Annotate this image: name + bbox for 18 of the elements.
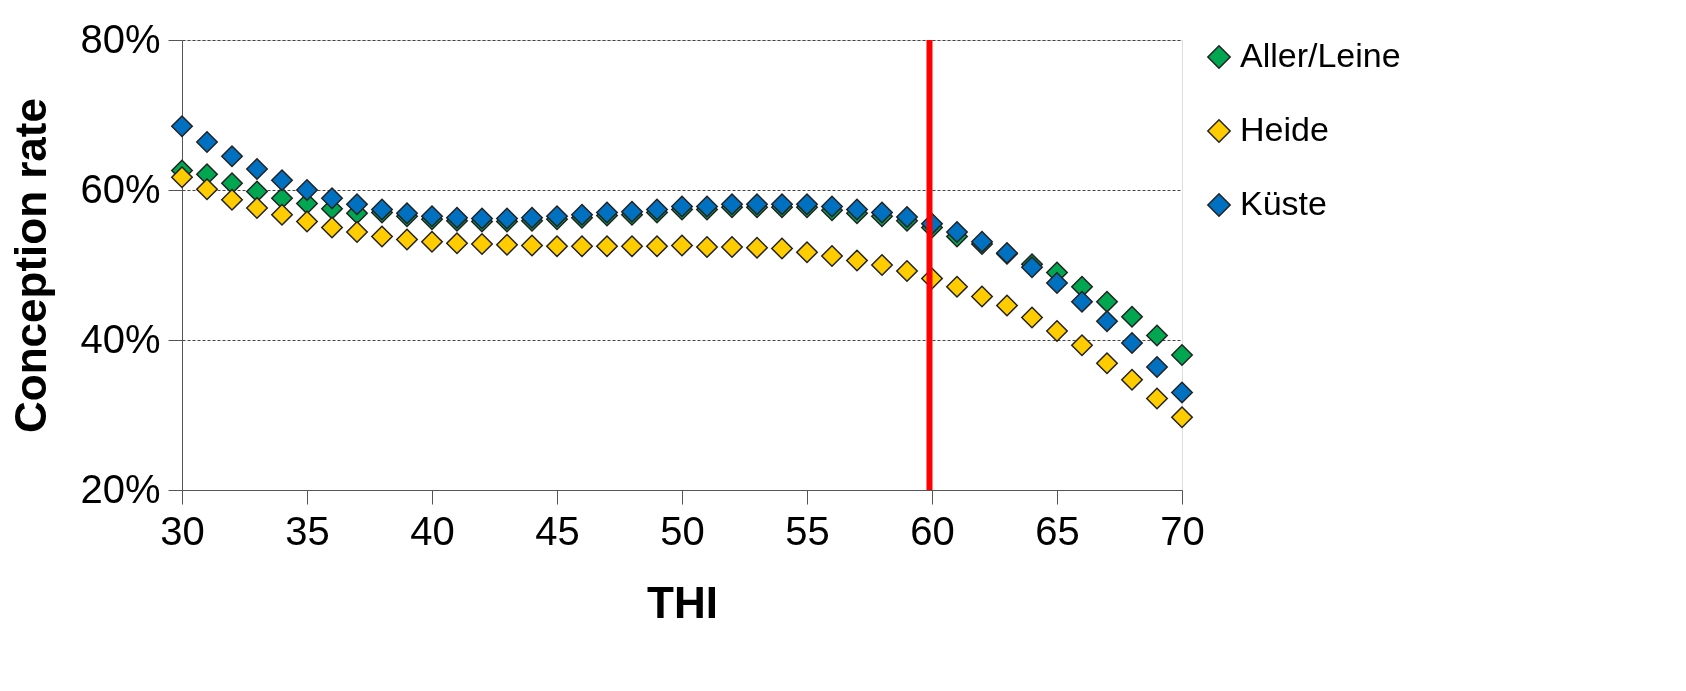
y-tick-label: 60%: [80, 166, 161, 211]
x-tick-label: 55: [785, 508, 830, 553]
x-tick-label: 40: [410, 508, 455, 553]
y-tick-label: 80%: [80, 16, 161, 61]
x-tick-label: 50: [660, 508, 705, 553]
y-tick-label: 40%: [80, 316, 161, 361]
x-tick-label: 30: [160, 508, 205, 553]
x-tick-label: 35: [285, 508, 330, 553]
x-tick-label: 65: [1035, 508, 1080, 553]
y-tick-label: 20%: [80, 466, 161, 511]
x-axis-title: THI: [647, 577, 718, 627]
legend-label: Aller/Leine: [1240, 36, 1401, 74]
legend-label: Küste: [1240, 184, 1327, 222]
x-tick-label: 70: [1160, 508, 1205, 553]
legend-label: Heide: [1240, 110, 1329, 148]
x-tick-label: 60: [910, 508, 955, 553]
x-tick-label: 45: [535, 508, 580, 553]
y-axis-title: Conception rate: [6, 98, 56, 433]
